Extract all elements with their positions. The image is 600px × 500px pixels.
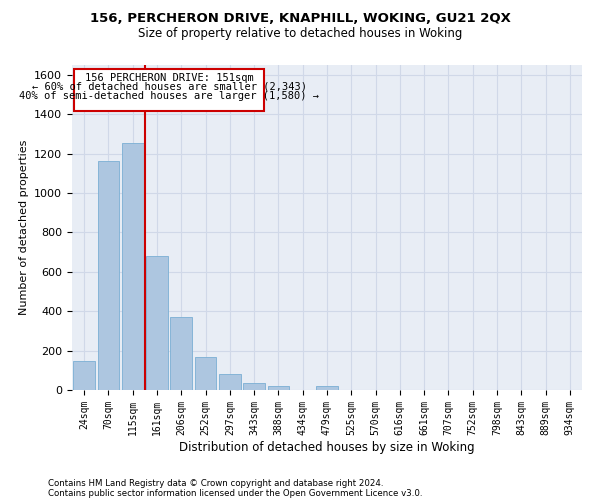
Text: 156, PERCHERON DRIVE, KNAPHILL, WOKING, GU21 2QX: 156, PERCHERON DRIVE, KNAPHILL, WOKING, …	[89, 12, 511, 26]
Bar	[243, 382, 265, 390]
FancyBboxPatch shape	[74, 69, 264, 110]
Bar	[146, 256, 168, 390]
Bar	[170, 317, 192, 390]
Text: ← 60% of detached houses are smaller (2,343): ← 60% of detached houses are smaller (2,…	[32, 82, 307, 92]
Text: Size of property relative to detached houses in Woking: Size of property relative to detached ho…	[138, 28, 462, 40]
Bar	[194, 357, 217, 390]
Text: Contains public sector information licensed under the Open Government Licence v3: Contains public sector information licen…	[48, 488, 422, 498]
Bar	[122, 143, 143, 390]
Y-axis label: Number of detached properties: Number of detached properties	[19, 140, 29, 315]
Text: Contains HM Land Registry data © Crown copyright and database right 2024.: Contains HM Land Registry data © Crown c…	[48, 478, 383, 488]
Bar	[73, 361, 95, 390]
Text: 40% of semi-detached houses are larger (1,580) →: 40% of semi-detached houses are larger (…	[19, 90, 319, 101]
Bar	[97, 160, 119, 390]
X-axis label: Distribution of detached houses by size in Woking: Distribution of detached houses by size …	[179, 440, 475, 454]
Text: 156 PERCHERON DRIVE: 151sqm: 156 PERCHERON DRIVE: 151sqm	[85, 73, 254, 83]
Bar	[316, 386, 338, 390]
Bar	[219, 374, 241, 390]
Bar	[268, 386, 289, 390]
